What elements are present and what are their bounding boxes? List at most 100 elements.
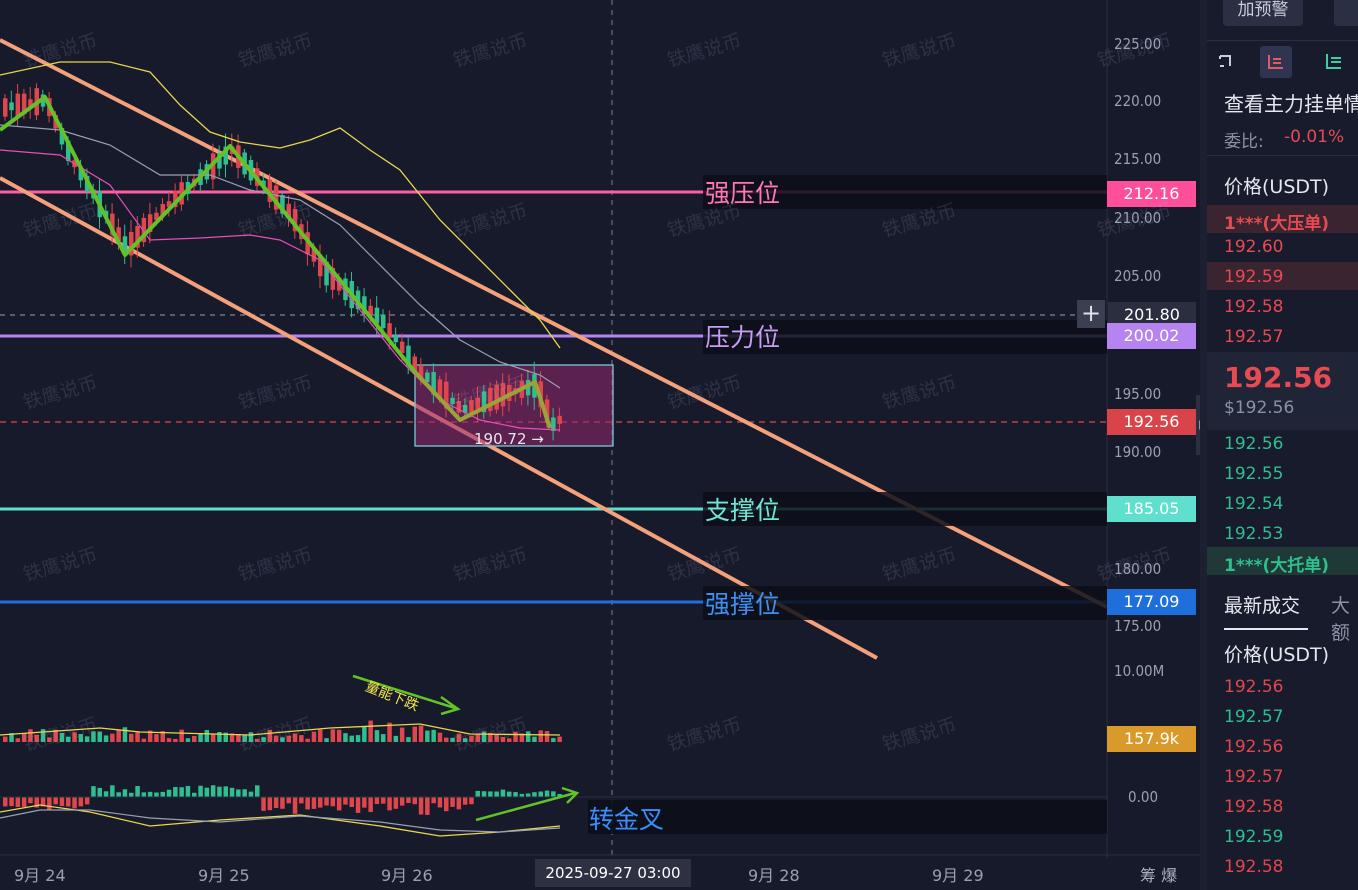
candle-body	[469, 399, 474, 414]
bid-price[interactable]: 192.53	[1224, 524, 1284, 544]
volume-bar	[47, 737, 52, 742]
macd-bar	[261, 797, 266, 811]
toolbar-labels[interactable]: 筹 爆	[1140, 866, 1178, 885]
volume-bar	[179, 729, 184, 742]
volume-bar	[444, 737, 449, 742]
macd-bar	[381, 797, 386, 804]
big-bid-label: 1***(大托单)	[1224, 556, 1330, 576]
macd-bar	[84, 797, 90, 805]
macd-bar	[15, 797, 21, 807]
bid-price[interactable]: 192.55	[1224, 464, 1284, 484]
ask-price[interactable]: 192.60	[1224, 237, 1284, 257]
volume-ma	[0, 723, 561, 736]
add-alert-button[interactable]: 加预警	[1223, 0, 1303, 26]
volume-bar	[185, 738, 191, 742]
candle-body	[160, 204, 165, 216]
candle-body	[15, 93, 21, 117]
crosshair-add-button[interactable]: +	[1077, 300, 1105, 328]
macd-bar	[129, 792, 134, 797]
price-axis-label: 210.00	[1114, 209, 1162, 227]
macd-bar	[223, 786, 228, 797]
volume-bar	[21, 733, 27, 742]
volume-bar	[368, 720, 373, 742]
macd-bar	[248, 791, 254, 797]
golden-cross-label: 转金叉	[589, 805, 665, 834]
macd-bar	[286, 797, 291, 804]
orderbook-title[interactable]: 查看主力挂单情	[1224, 92, 1358, 116]
candle-body	[387, 323, 392, 337]
macd-bar	[267, 797, 273, 811]
macd-bar	[437, 797, 443, 808]
tab-large-trades[interactable]: 大额	[1331, 595, 1351, 644]
macd-bar	[255, 785, 260, 797]
candle-body	[273, 185, 279, 210]
macd-bar	[500, 789, 506, 797]
layout-buy-sell-icon[interactable]	[1217, 50, 1237, 72]
candle-body	[399, 341, 405, 353]
volume-bar	[53, 729, 58, 742]
macd-bar	[538, 791, 543, 797]
ratio-value: -0.01%	[1284, 127, 1345, 147]
volume-bar	[343, 733, 348, 742]
macd-bar	[72, 797, 77, 809]
macd-bar	[494, 791, 499, 797]
volume-axis-label: 10.00M	[1114, 662, 1165, 680]
macd-bar	[431, 797, 436, 804]
price-axis-label: 220.00	[1114, 92, 1162, 110]
macd-bar	[66, 797, 71, 807]
bid-price[interactable]: 192.54	[1224, 494, 1284, 514]
volume-bar	[15, 738, 21, 742]
ask-price[interactable]: 192.59	[1224, 267, 1284, 287]
resistance-label: 压力位	[705, 323, 781, 352]
volume-bar	[223, 732, 228, 742]
macd-bar	[330, 797, 336, 807]
golden-cross-arrow	[475, 786, 580, 822]
macd-bar	[507, 791, 512, 797]
candle-body	[318, 256, 323, 277]
price-axis-label: 205.00	[1114, 267, 1162, 285]
macd-bar	[122, 789, 128, 797]
more-button[interactable]	[1334, 0, 1358, 26]
volume-bar	[469, 735, 474, 742]
candlestick-chart[interactable]	[0, 0, 1200, 890]
macd-bar	[513, 792, 518, 797]
volume-bar	[103, 735, 109, 742]
volume-down-arrow	[352, 674, 461, 716]
macd-bar	[318, 797, 323, 808]
box-low-label: 190.72 →	[474, 430, 544, 448]
volume-bar	[538, 730, 543, 742]
strong-resistance-label: 强压位	[705, 179, 781, 208]
layout-asks-icon[interactable]	[1323, 50, 1345, 72]
date-label: 9月 26	[381, 866, 433, 885]
macd-bar	[444, 797, 449, 812]
macd-bar	[481, 791, 487, 797]
layout-bids-icon[interactable]	[1260, 46, 1292, 78]
macd-bar	[544, 790, 550, 797]
bollinger-mid	[0, 124, 561, 389]
macd-bar	[519, 793, 525, 797]
volume-bar	[544, 731, 550, 742]
ask-price[interactable]: 192.58	[1224, 297, 1284, 317]
big-bid-row[interactable]	[1207, 547, 1358, 575]
candle-body	[330, 267, 336, 290]
macd-bar	[336, 797, 342, 811]
volume-bar	[267, 729, 273, 742]
ask-price[interactable]: 192.57	[1224, 327, 1284, 347]
chart-area[interactable]: 225.00 220.00 215.00 210.00 205.00 195.0…	[0, 0, 1200, 890]
divider	[1207, 40, 1358, 41]
macd-bar	[59, 797, 65, 807]
volume-bar	[91, 731, 96, 742]
macd-bar	[305, 797, 310, 810]
volume-bar	[488, 732, 493, 742]
macd-bar	[160, 791, 165, 797]
macd-bar	[273, 797, 279, 809]
candle-body	[462, 404, 468, 413]
big-ask-row[interactable]	[1207, 205, 1358, 233]
tab-latest-trades[interactable]: 最新成交	[1224, 595, 1301, 617]
bid-price[interactable]: 192.56	[1224, 434, 1284, 454]
macd-bar	[242, 789, 247, 797]
volume-bar	[40, 729, 46, 742]
volume-bar	[210, 734, 216, 742]
macd-bar	[103, 791, 109, 797]
candle-body	[437, 379, 443, 399]
